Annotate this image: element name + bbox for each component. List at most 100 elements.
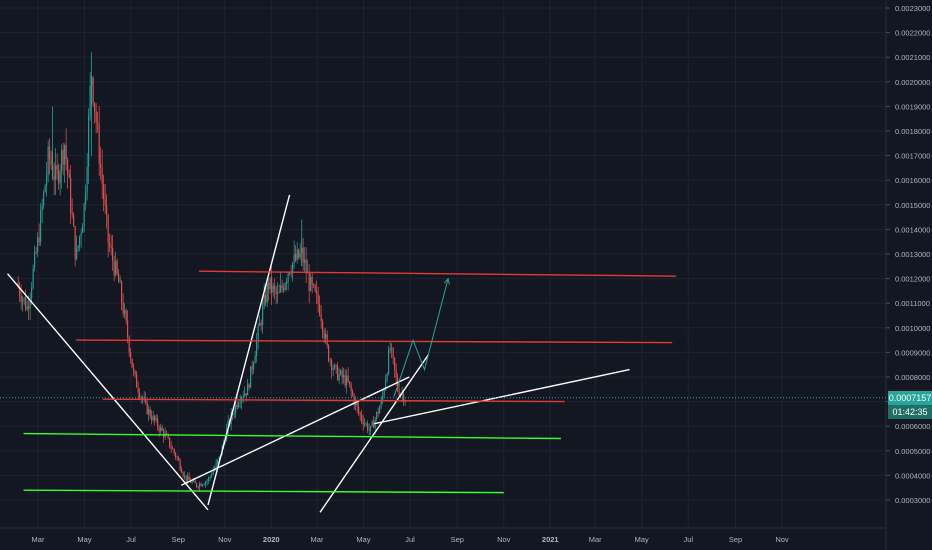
trend-line bbox=[181, 376, 410, 486]
candle-body bbox=[131, 358, 133, 368]
candle-body bbox=[176, 457, 178, 459]
price-axis-label: 0.0020000 bbox=[895, 78, 930, 87]
candle-body bbox=[403, 393, 405, 402]
candle-body bbox=[371, 421, 373, 427]
candle-body bbox=[161, 427, 163, 431]
candle-body bbox=[401, 393, 403, 395]
candle-body bbox=[245, 393, 247, 396]
candle-body bbox=[35, 251, 37, 253]
candle-body bbox=[233, 413, 235, 415]
candle-body bbox=[202, 484, 204, 486]
price-axis-label: 0.0015000 bbox=[895, 201, 930, 210]
candle-body bbox=[349, 381, 351, 385]
time-axis-label: Mar bbox=[311, 535, 324, 544]
candle-body bbox=[262, 306, 264, 326]
price-axis-label: 0.0004000 bbox=[895, 471, 930, 480]
candle-body bbox=[332, 368, 334, 371]
candle-body bbox=[125, 310, 127, 321]
chart-grid bbox=[0, 0, 886, 528]
candle-body bbox=[58, 169, 60, 184]
horizontal-level-line bbox=[23, 432, 561, 440]
time-axis-label: Nov bbox=[497, 535, 511, 544]
time-axis-label: Jul bbox=[126, 535, 136, 544]
candle-body bbox=[184, 475, 186, 477]
time-axis-labels[interactable]: Mar May Jul Sep Nov 2020 Mar May Jul Sep Nov 2021 Ma… bbox=[32, 535, 789, 544]
candle-body bbox=[395, 369, 397, 378]
candle-body bbox=[382, 395, 384, 401]
candle-body bbox=[341, 370, 343, 378]
candle-body bbox=[107, 215, 109, 244]
price-axis-label: 0.0012000 bbox=[895, 275, 930, 284]
candle-body bbox=[95, 111, 97, 123]
candle-body bbox=[100, 163, 102, 168]
candle-body bbox=[137, 387, 139, 393]
candle-body bbox=[56, 165, 58, 170]
candle-body bbox=[112, 247, 114, 261]
chart-drawings[interactable] bbox=[6, 194, 677, 513]
candle-body bbox=[343, 375, 345, 378]
candle-body bbox=[359, 413, 361, 416]
price-axis-label: 0.0005000 bbox=[895, 447, 930, 456]
candle-body bbox=[188, 476, 190, 481]
candle-body bbox=[328, 345, 330, 361]
time-axis-label: Nov bbox=[218, 535, 232, 544]
candle-body bbox=[196, 483, 198, 487]
candle-body bbox=[34, 251, 36, 269]
candle-body bbox=[260, 323, 262, 326]
candle-body bbox=[146, 401, 148, 414]
candle-body bbox=[247, 384, 249, 396]
last-price-badge: 0.0007157 bbox=[888, 390, 932, 405]
price-axis-label: 0.0019000 bbox=[895, 102, 930, 111]
candle-body bbox=[110, 246, 112, 248]
candle-body bbox=[19, 287, 21, 296]
candle-body bbox=[89, 85, 91, 116]
candle-body bbox=[211, 474, 213, 477]
candle-body bbox=[391, 348, 393, 349]
candle-body bbox=[362, 420, 364, 425]
candle-body bbox=[383, 389, 385, 396]
price-axis-label: 0.0013000 bbox=[895, 250, 930, 259]
candle-body bbox=[361, 415, 363, 421]
candle-body bbox=[290, 273, 292, 274]
candle-body bbox=[47, 146, 49, 175]
candle-body bbox=[109, 243, 111, 247]
candle-body bbox=[320, 314, 322, 322]
candle-body bbox=[41, 205, 43, 211]
candle-body bbox=[209, 476, 211, 478]
candle-body bbox=[128, 337, 130, 353]
candle-body bbox=[340, 370, 342, 375]
candle-body bbox=[305, 259, 307, 274]
time-axis-label: 2021 bbox=[542, 535, 559, 544]
time-axis-label: Jul bbox=[405, 535, 415, 544]
candle-body bbox=[185, 475, 187, 481]
candle-body bbox=[385, 380, 387, 390]
candle-body bbox=[358, 406, 360, 414]
candle-body bbox=[278, 291, 280, 293]
trend-line bbox=[6, 273, 209, 511]
price-axis-label: 0.0022000 bbox=[895, 29, 930, 38]
candle-body bbox=[386, 373, 388, 381]
candle-body bbox=[197, 486, 199, 488]
candle-body bbox=[295, 254, 297, 261]
candle-body bbox=[242, 396, 244, 398]
candle-body bbox=[346, 375, 348, 386]
candle-body bbox=[31, 287, 33, 299]
price-axis-label: 0.0018000 bbox=[895, 127, 930, 136]
candle-body bbox=[187, 476, 189, 481]
candle-body bbox=[23, 297, 25, 300]
candle-body bbox=[338, 374, 340, 381]
candle-body bbox=[259, 323, 261, 326]
candle-body bbox=[104, 199, 106, 205]
price-axis-label: 0.0011000 bbox=[895, 299, 930, 308]
candle-body bbox=[191, 481, 193, 483]
candle-body bbox=[155, 418, 157, 421]
candle-body bbox=[88, 115, 90, 167]
horizontal-level-line bbox=[76, 339, 673, 344]
candle-body bbox=[367, 423, 369, 431]
candle-body bbox=[205, 481, 207, 485]
candle-body bbox=[163, 430, 165, 438]
candle-body bbox=[68, 174, 70, 178]
candle-body bbox=[227, 420, 229, 429]
candle-body bbox=[170, 446, 172, 449]
